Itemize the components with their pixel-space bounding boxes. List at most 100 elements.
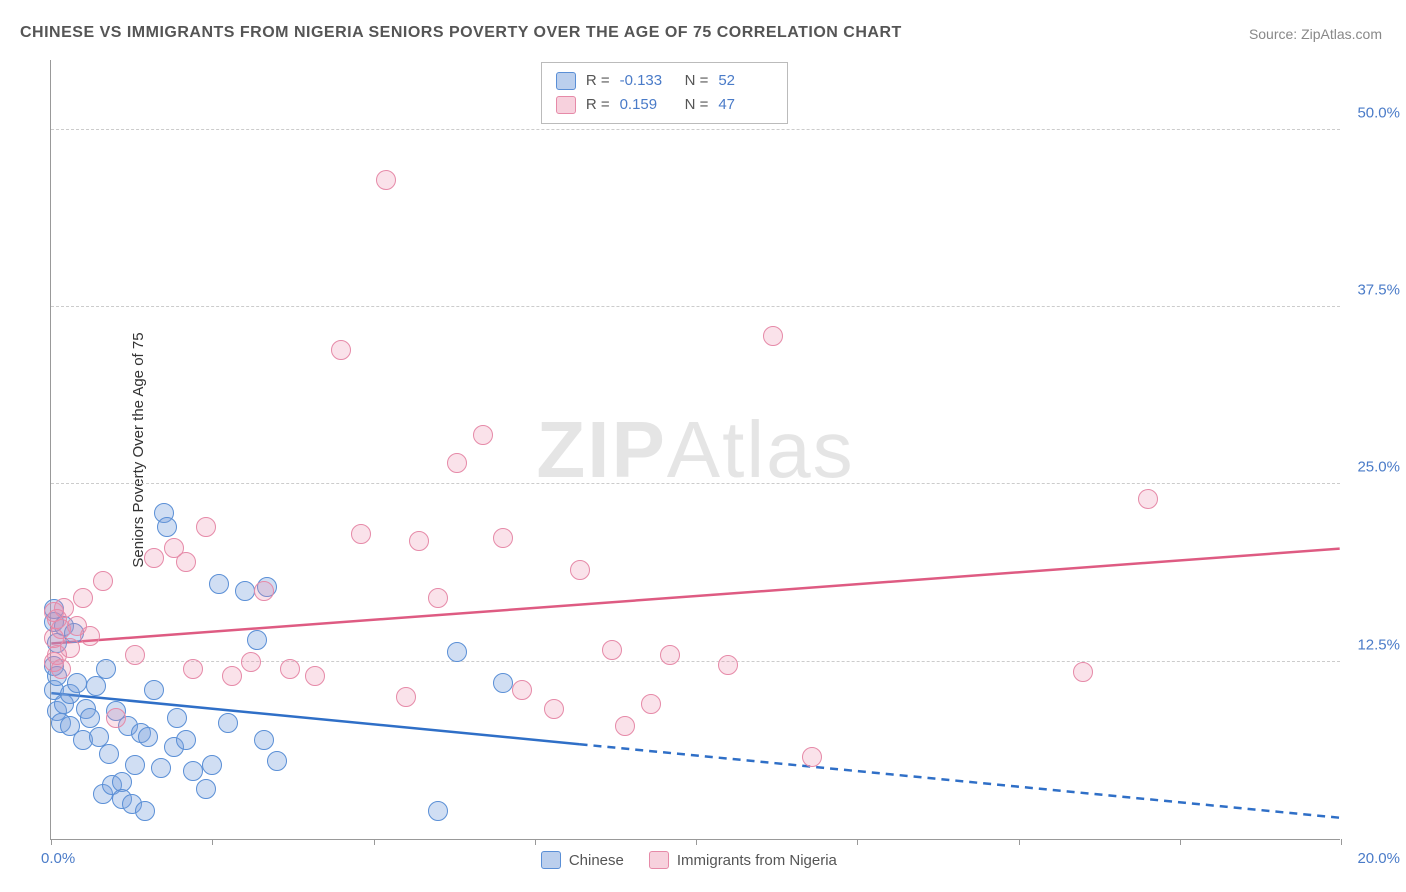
data-point [222, 666, 242, 686]
chart-title: CHINESE VS IMMIGRANTS FROM NIGERIA SENIO… [20, 24, 902, 42]
data-point [196, 779, 216, 799]
x-tick [212, 839, 213, 845]
r-value: 0.159 [620, 93, 675, 117]
data-point [241, 652, 261, 672]
data-point [428, 801, 448, 821]
data-point [218, 713, 238, 733]
data-point [254, 730, 274, 750]
data-point [183, 659, 203, 679]
source-attribution: Source: ZipAtlas.com [1249, 26, 1382, 42]
x-axis-max-label: 20.0% [1357, 850, 1400, 867]
data-point [376, 170, 396, 190]
data-point [544, 699, 564, 719]
series-swatch [556, 96, 576, 114]
legend-item: Immigrants from Nigeria [649, 851, 837, 869]
data-point [135, 801, 155, 821]
gridline [51, 306, 1340, 307]
gridline [51, 129, 1340, 130]
data-point [51, 659, 71, 679]
x-tick [374, 839, 375, 845]
x-tick [1341, 839, 1342, 845]
data-point [73, 588, 93, 608]
data-point [763, 326, 783, 346]
data-point [802, 747, 822, 767]
legend-swatch [649, 851, 669, 869]
data-point [151, 758, 171, 778]
legend-label: Immigrants from Nigeria [677, 852, 837, 869]
data-point [67, 673, 87, 693]
data-point [106, 708, 126, 728]
data-point [718, 655, 738, 675]
data-point [641, 694, 661, 714]
data-point [1073, 662, 1093, 682]
r-label: R = [586, 69, 610, 93]
data-point [247, 630, 267, 650]
n-label: N = [685, 93, 709, 117]
data-point [125, 755, 145, 775]
x-tick [1019, 839, 1020, 845]
data-point [60, 638, 80, 658]
data-point [183, 761, 203, 781]
data-point [305, 666, 325, 686]
x-tick [857, 839, 858, 845]
legend-swatch [541, 851, 561, 869]
n-value: 47 [718, 93, 773, 117]
series-legend: Chinese Immigrants from Nigeria [541, 851, 837, 869]
data-point [447, 453, 467, 473]
data-point [202, 755, 222, 775]
scatter-plot: Seniors Poverty Over the Age of 75 ZIPAt… [50, 60, 1340, 840]
data-point [80, 708, 100, 728]
y-tick-label: 12.5% [1357, 636, 1400, 653]
data-point [167, 708, 187, 728]
data-point [99, 744, 119, 764]
data-point [1138, 489, 1158, 509]
data-point [176, 552, 196, 572]
data-point [267, 751, 287, 771]
gridline [51, 483, 1340, 484]
data-point [176, 730, 196, 750]
x-tick [535, 839, 536, 845]
data-point [447, 642, 467, 662]
data-point [80, 626, 100, 646]
r-value: -0.133 [620, 69, 675, 93]
x-tick [1180, 839, 1181, 845]
data-point [396, 687, 416, 707]
data-point [493, 528, 513, 548]
data-point [602, 640, 622, 660]
data-point [93, 571, 113, 591]
legend-label: Chinese [569, 852, 624, 869]
n-label: N = [685, 69, 709, 93]
data-point [512, 680, 532, 700]
y-tick-label: 25.0% [1357, 459, 1400, 476]
data-point [331, 340, 351, 360]
data-point [86, 676, 106, 696]
data-point [125, 645, 145, 665]
data-point [351, 524, 371, 544]
x-tick [51, 839, 52, 845]
data-point [144, 548, 164, 568]
data-point [493, 673, 513, 693]
trend-lines-svg [51, 60, 1340, 839]
data-point [54, 598, 74, 618]
data-point [157, 517, 177, 537]
stats-row: R =-0.133N =52 [556, 69, 774, 93]
data-point [428, 588, 448, 608]
data-point [196, 517, 216, 537]
data-point [660, 645, 680, 665]
data-point [280, 659, 300, 679]
x-axis-min-label: 0.0% [41, 850, 75, 867]
correlation-stats-box: R =-0.133N =52R =0.159N =47 [541, 62, 789, 124]
series-swatch [556, 72, 576, 90]
data-point [409, 531, 429, 551]
data-point [235, 581, 255, 601]
data-point [615, 716, 635, 736]
data-point [570, 560, 590, 580]
data-point [254, 581, 274, 601]
legend-item: Chinese [541, 851, 624, 869]
data-point [96, 659, 116, 679]
stats-row: R =0.159N =47 [556, 93, 774, 117]
y-tick-label: 37.5% [1357, 282, 1400, 299]
x-tick [696, 839, 697, 845]
data-point [144, 680, 164, 700]
data-point [138, 727, 158, 747]
